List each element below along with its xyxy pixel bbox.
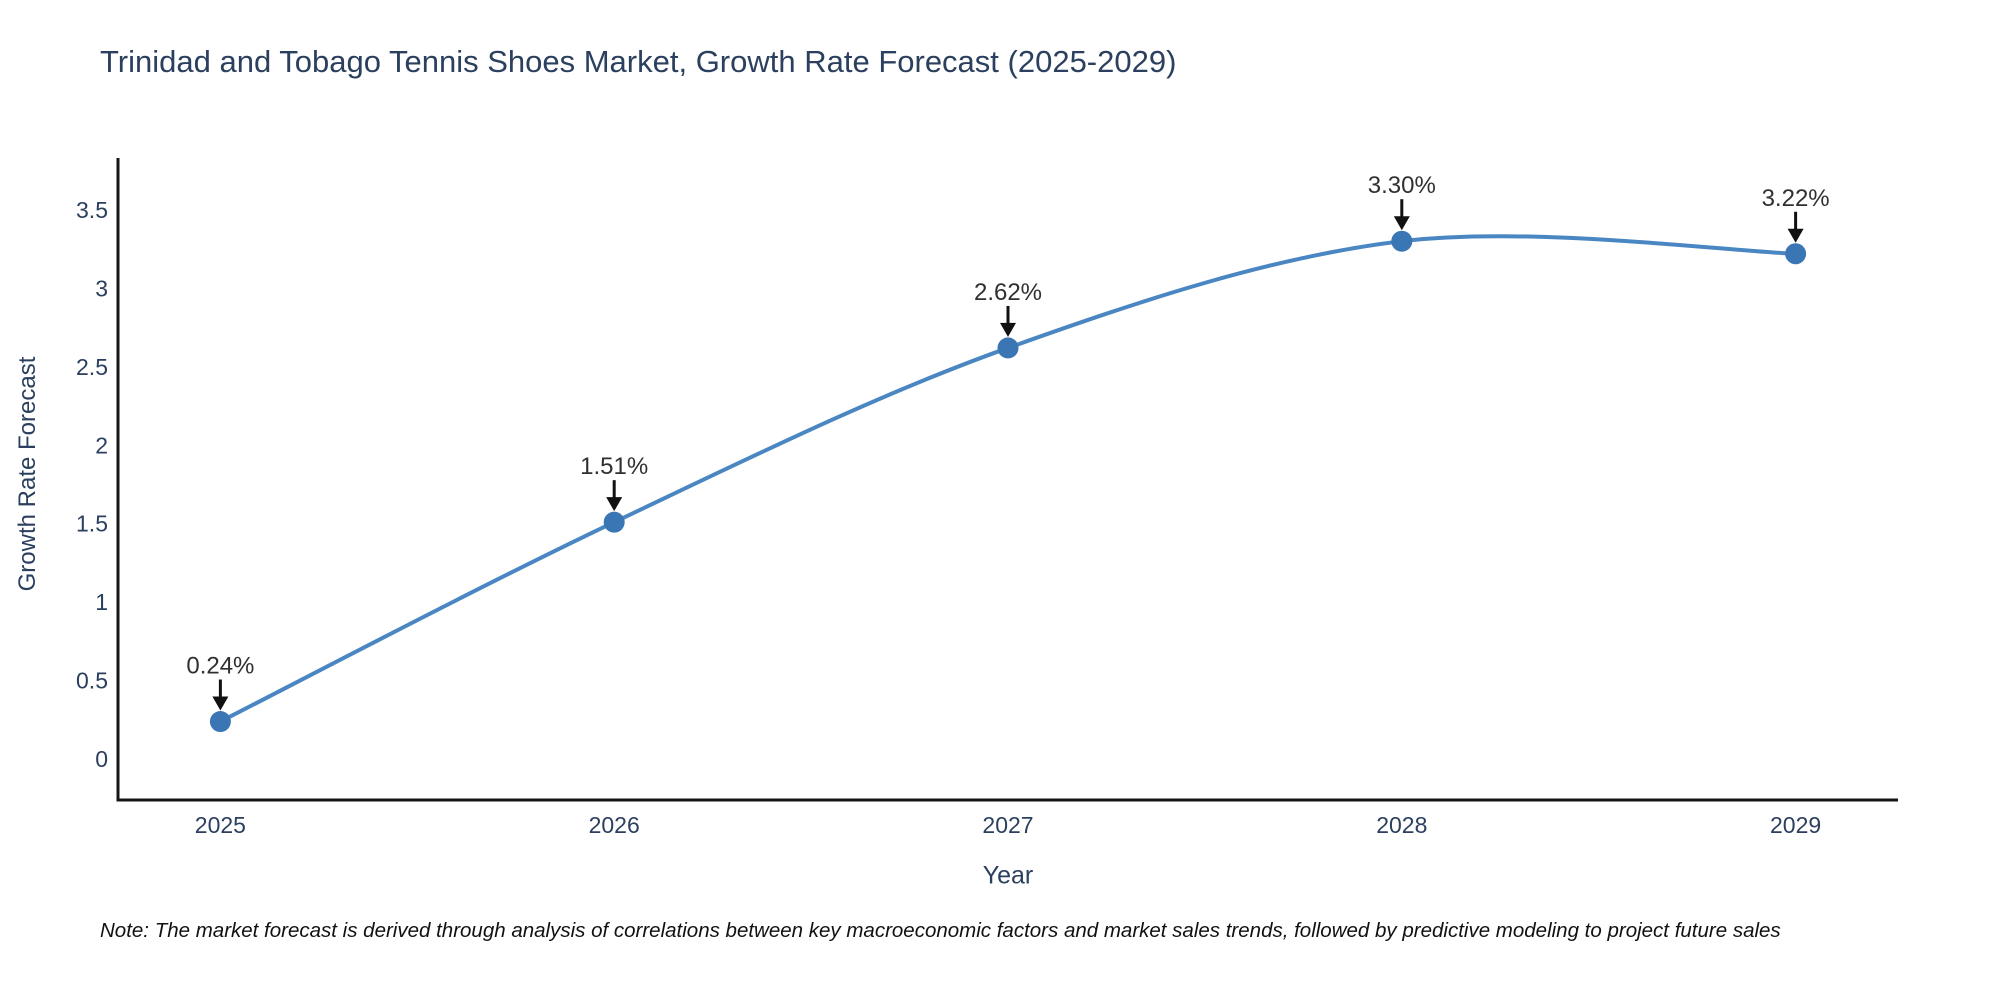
y-tick-label: 3	[95, 275, 108, 301]
x-tick-label: 2025	[195, 812, 246, 838]
y-tick-label: 2	[95, 432, 108, 458]
x-tick-label: 2029	[1770, 812, 1821, 838]
data-point-marker	[1785, 243, 1807, 265]
x-tick-label: 2026	[589, 812, 640, 838]
annotation-arrowhead-icon	[606, 497, 623, 512]
y-tick-label: 0	[95, 746, 108, 772]
annotation-arrowhead-icon	[1000, 322, 1016, 337]
data-point-marker	[1391, 230, 1413, 252]
annotation-label: 1.51%	[580, 453, 648, 480]
y-tick-label: 0.5	[76, 668, 108, 694]
y-tick-label: 2.5	[76, 354, 108, 380]
y-tick-label: 3.5	[76, 197, 108, 223]
annotation-label: 3.22%	[1762, 185, 1830, 212]
annotation-arrowhead-icon	[212, 696, 229, 711]
data-point-marker	[603, 511, 625, 533]
annotation-label: 3.30%	[1368, 172, 1436, 199]
y-tick-label: 1	[95, 589, 108, 615]
x-tick-label: 2027	[982, 812, 1033, 838]
chart-title: Trinidad and Tobago Tennis Shoes Market,…	[100, 44, 1177, 79]
annotation-label: 2.62%	[974, 279, 1042, 306]
x-axis-title: Year	[982, 861, 1034, 890]
annotation-arrowhead-icon	[1787, 228, 1804, 243]
x-tick-label: 2028	[1376, 812, 1427, 838]
chart-footnote: Note: The market forecast is derived thr…	[100, 919, 1781, 942]
annotation-arrowhead-icon	[1393, 216, 1410, 231]
annotation-label: 0.24%	[186, 653, 254, 680]
data-point-marker	[997, 337, 1019, 359]
data-point-marker	[209, 711, 231, 733]
y-tick-label: 1.5	[76, 511, 108, 537]
